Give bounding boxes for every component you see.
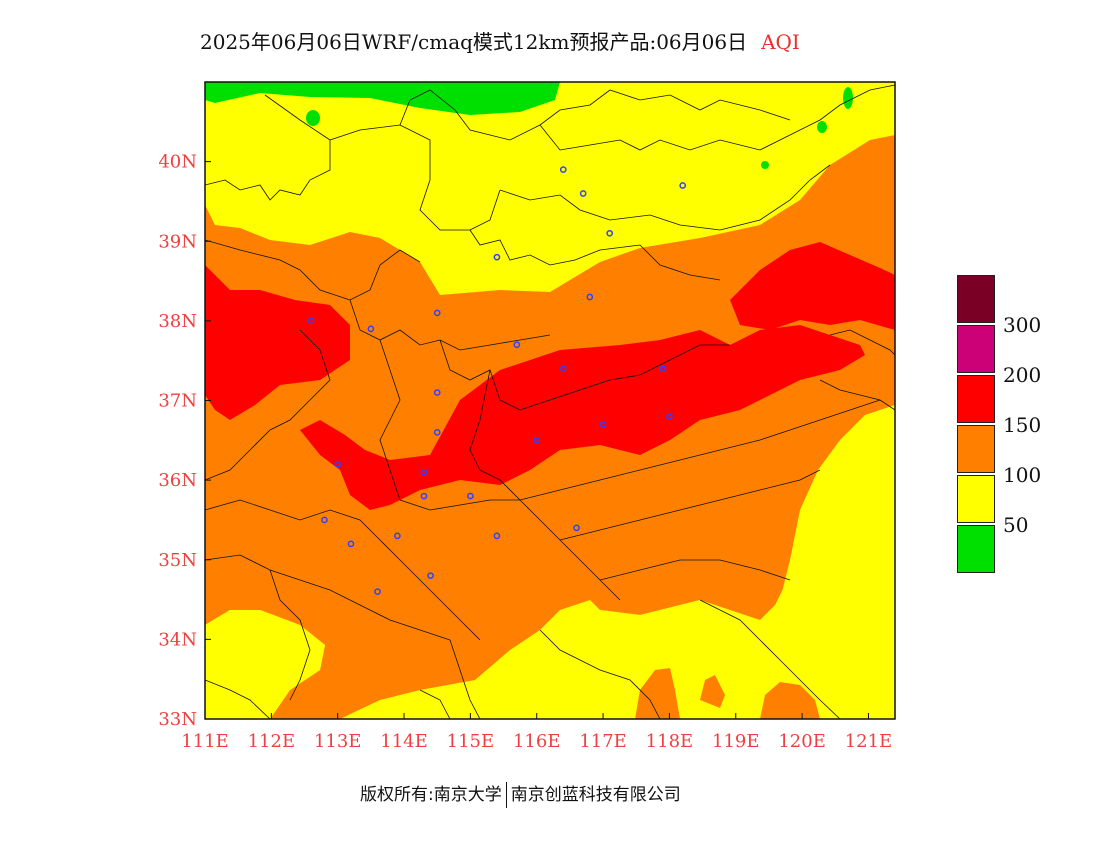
y-tick-label: 35N [158, 550, 197, 571]
x-tick-label: 117E [579, 731, 627, 752]
city-marker [579, 190, 587, 197]
aqi-field-layer [205, 82, 895, 719]
y-tick-label: 34N [158, 629, 197, 650]
y-tick-label: 33N [158, 709, 197, 730]
legend-label: 200 [1003, 363, 1042, 387]
city-marker [559, 166, 567, 173]
x-tick-label: 115E [447, 731, 495, 752]
city-marker [321, 516, 328, 524]
city-marker [679, 182, 687, 189]
city-marker [467, 492, 474, 500]
city-marker [559, 365, 567, 372]
x-axis: 111E 112E 113E 114E 115E 116E 117E 118E 119E 120E… [181, 713, 892, 752]
city-marker [493, 532, 501, 540]
admin-boundary-lines [205, 84, 895, 719]
city-marker [433, 429, 441, 436]
city-marker [659, 365, 667, 372]
legend-label: 100 [1003, 463, 1042, 487]
aqi-field-yellow-southwest [205, 610, 325, 719]
aqi-field-orange-south-patch [700, 675, 725, 708]
aqi-field-orange-south-patch [635, 668, 680, 719]
copyright-text: 版权所有:南京大学 [360, 785, 502, 805]
city-marker [427, 572, 434, 580]
legend-swatch [957, 375, 995, 423]
legend-label: 300 [1003, 313, 1042, 337]
x-tick-label: 119E [712, 731, 760, 752]
x-tick-label: 113E [314, 731, 362, 752]
city-marker [334, 460, 342, 468]
y-axis: 33N 34N 35N 36N 37N 38N 39N 40N [158, 152, 211, 730]
city-marker [307, 317, 315, 325]
footer-separator [505, 782, 507, 808]
city-marker [394, 532, 401, 540]
legend-swatch [957, 325, 995, 373]
aqi-field-green-spot [306, 110, 320, 126]
x-tick-label: 116E [513, 731, 561, 752]
city-marker [433, 309, 441, 317]
aqi-field-orange-south-patch [760, 682, 820, 719]
city-marker [374, 588, 381, 595]
legend-swatch [957, 275, 995, 323]
x-tick-label: 120E [778, 731, 826, 752]
city-marker [367, 325, 375, 333]
aqi-field-green-spot [843, 87, 853, 109]
y-tick-label: 37N [158, 391, 197, 412]
legend-swatch [957, 425, 995, 473]
x-tick-label: 121E [845, 731, 893, 752]
legend-swatch [957, 475, 995, 523]
city-marker [599, 421, 607, 428]
city-marker [347, 540, 355, 548]
city-marker [533, 436, 541, 444]
x-tick-label: 111E [181, 731, 229, 752]
map-title: 2025年06月06日WRF/cmaq模式12km预报产品:06月06日 AQI [200, 26, 800, 55]
city-marker [606, 229, 614, 237]
city-marker [420, 468, 428, 476]
company-text: 南京创蓝科技有限公司 [510, 785, 681, 805]
city-marker [573, 524, 580, 532]
variable-label: AQI [761, 30, 800, 54]
aqi-field-green-spot [761, 161, 769, 169]
x-tick-label: 114E [380, 731, 428, 752]
aqi-field-green-north [205, 82, 560, 115]
legend-swatch [957, 525, 995, 573]
city-marker-layer [307, 166, 687, 595]
legend-label: 150 [1003, 413, 1042, 437]
city-marker [433, 389, 441, 396]
y-tick-label: 40N [158, 152, 197, 173]
legend-label: 50 [1003, 513, 1029, 537]
x-tick-label: 112E [248, 731, 296, 752]
city-marker [666, 413, 673, 420]
city-marker [420, 492, 428, 500]
title-text: 2025年06月06日WRF/cmaq模式12km预报产品:06月06日 [200, 30, 748, 54]
aqi-field-red-northeast [730, 242, 895, 330]
aqi-field-green-spot [817, 121, 827, 133]
city-marker [586, 293, 594, 301]
city-marker [513, 341, 521, 349]
y-tick-label: 36N [158, 470, 197, 491]
footer: 版权所有:南京大学 南京创蓝科技有限公司 [360, 780, 681, 808]
aqi-field-red-main [205, 265, 350, 420]
aqi-field-yellow-east [500, 410, 895, 719]
aqi-field-red-main [300, 325, 865, 510]
city-marker [493, 253, 501, 261]
y-tick-label: 38N [158, 311, 197, 332]
y-tick-label: 39N [158, 231, 197, 252]
x-tick-label: 118E [646, 731, 694, 752]
